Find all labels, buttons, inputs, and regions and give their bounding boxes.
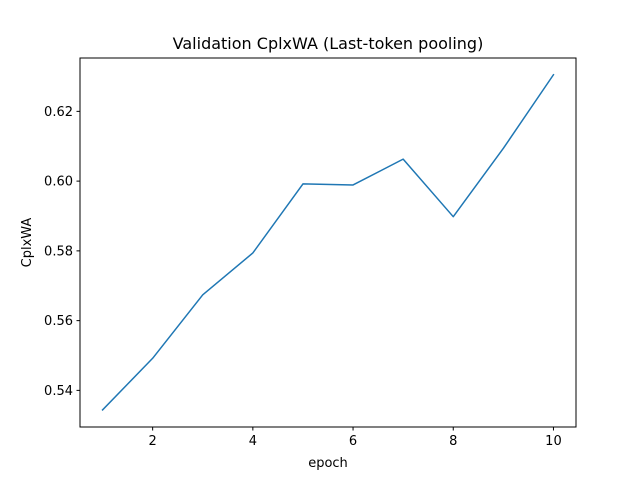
x-axis-ticks: 2 4 6 8 10	[149, 427, 562, 449]
y-tick-label: 0.60	[44, 175, 73, 190]
x-tick-label: 2	[149, 434, 157, 449]
chart-title: Validation CplxWA (Last-token pooling)	[173, 34, 484, 53]
y-tick-label: 0.62	[44, 105, 73, 120]
series-layer	[101, 73, 555, 411]
x-tick-label: 10	[545, 434, 562, 449]
y-tick-label: 0.56	[44, 314, 73, 329]
y-axis-label: CplxWA	[20, 218, 35, 268]
x-axis-label: epoch	[308, 456, 348, 471]
y-axis-ticks: 0.54 0.56 0.58 0.60 0.62	[44, 105, 80, 399]
y-tick-label: 0.58	[44, 244, 73, 259]
plot-area-frame	[79, 57, 577, 428]
x-tick-label: 6	[349, 434, 357, 449]
x-tick-label: 4	[249, 434, 257, 449]
x-tick-label: 8	[449, 434, 457, 449]
series-line	[101, 73, 555, 411]
y-tick-label: 0.54	[44, 384, 73, 399]
